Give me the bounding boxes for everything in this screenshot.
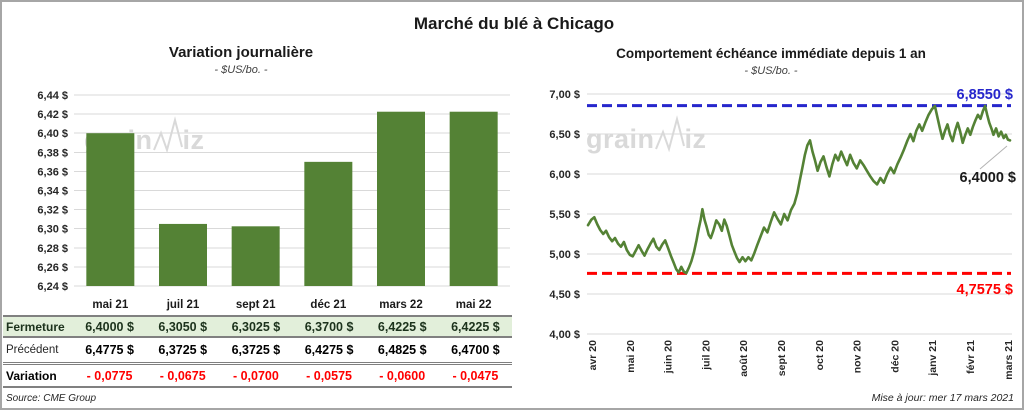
x-tick-label: avr 20 [587, 340, 599, 371]
table-cell: 6,4775 $ [85, 343, 134, 357]
y-tick-label: 7,00 $ [549, 89, 580, 101]
y-tick-label: 4,50 $ [549, 289, 580, 301]
price-line-series [586, 104, 1012, 275]
y-tick-label: 6,30 $ [37, 224, 68, 236]
y-tick-label: 6,26 $ [37, 262, 68, 274]
update-note: Mise à jour: mer 17 mars 2021 [871, 392, 1014, 404]
x-tick-label: févr 21 [965, 340, 977, 374]
line-chart-y-axis: 7,00 $ 6,50 $ 6,00 $ 5,50 $ 5,00 $ 4,50 $ 4,00… [549, 89, 580, 341]
table-row-ferm: Fermeture 6,4000 $ 6,3050 $ 6,3025 $ 6,3700 … [3, 315, 512, 338]
table-cell: 6,4225 $ [377, 319, 427, 334]
bar-chart-y-axis: 6,44 $ 6,42 $ 6,40 $ 6,38 $ 6,36 $ 6,34 $ 6,32… [37, 90, 68, 293]
x-tick-label: nov 20 [852, 340, 864, 373]
last-value-label: 6,4000 $ [960, 170, 1016, 186]
grainwiz-watermark: grain iz [586, 115, 707, 153]
bar [86, 133, 135, 286]
bar-chart-title: Variation journalière [168, 44, 314, 61]
row-label: Précédent [6, 344, 59, 356]
bar [449, 111, 498, 287]
y-tick-label: 6,40 $ [37, 128, 68, 140]
category-label: juil 21 [166, 299, 200, 311]
table-cell: 6,4275 $ [304, 343, 354, 357]
x-tick-label: sept 20 [776, 340, 788, 376]
bar-chart-gridlines [74, 94, 510, 287]
x-tick-label: oct 20 [814, 340, 826, 371]
table-row-var: Variation - 0,0775 - 0,0675 - 0,0700 - 0,057… [3, 365, 512, 388]
table-row-prec: Précédent 6,4775 $ 6,3725 $ 6,3725 $ 6,4275 … [3, 338, 512, 365]
line-chart-gridlines [587, 93, 1012, 335]
x-tick-label: déc 20 [889, 340, 901, 373]
category-label: déc 21 [310, 299, 346, 311]
x-tick-label: janv 21 [927, 340, 939, 377]
bar [231, 226, 280, 286]
futures-table: Fermeture 6,4000 $ 6,3050 $ 6,3025 $ 6,3700 … [3, 315, 512, 388]
table-cell: 6,4825 $ [377, 343, 427, 357]
bar-chart-bars [86, 111, 498, 287]
y-tick-label: 6,00 $ [549, 169, 580, 181]
watermark-text: grain [586, 124, 655, 154]
bar-chart-x-axis: mai 21 juil 21 sept 21 déc 21 mars 22 mai 22 [92, 299, 491, 311]
bar [304, 161, 353, 286]
y-tick-label: 6,44 $ [37, 90, 68, 102]
source-note: Source: CME Group [6, 393, 97, 404]
category-label: mai 22 [456, 299, 492, 311]
x-tick-label: mai 20 [625, 340, 637, 373]
x-tick-label: juil 20 [700, 340, 712, 371]
category-label: mai 21 [92, 299, 128, 311]
y-tick-label: 4,00 $ [549, 329, 580, 341]
y-tick-label: 6,38 $ [37, 147, 68, 159]
y-tick-label: 6,36 $ [37, 166, 68, 178]
table-cell: - 0,0700 [232, 368, 279, 383]
table-cell: - 0,0600 [379, 368, 426, 383]
y-tick-label: 5,00 $ [549, 249, 580, 261]
x-tick-label: août 20 [738, 340, 750, 377]
table-cell: 6,4000 $ [85, 319, 134, 334]
y-tick-label: 6,42 $ [37, 109, 68, 121]
high-value-label: 6,8550 $ [957, 87, 1013, 103]
table-cell: - 0,0775 [86, 368, 133, 383]
line-chart-x-axis: avr 20 mai 20 juin 20 juil 20 août 20 sept 20… [587, 340, 1015, 380]
x-tick-label: mars 21 [1003, 340, 1015, 380]
table-cell: 6,3050 $ [158, 319, 208, 334]
table-cell: 6,3725 $ [158, 343, 208, 357]
bar-chart-subtitle: - $US/bo. - [214, 64, 268, 76]
table-cell: 6,4225 $ [451, 319, 500, 334]
annotation-leader-line [979, 145, 1008, 170]
zigzag-line-icon [152, 116, 183, 154]
y-tick-label: 6,34 $ [37, 186, 68, 198]
table-cell: 6,4700 $ [451, 343, 500, 357]
x-tick-label: juin 20 [663, 340, 675, 374]
category-label: sept 21 [236, 299, 276, 311]
y-tick-label: 5,50 $ [549, 209, 580, 221]
line-chart-subtitle: - $US/bo. - [744, 65, 798, 77]
table-cell: 6,3700 $ [304, 319, 354, 334]
bar [159, 223, 207, 286]
category-label: mars 22 [379, 299, 422, 311]
table-cell: - 0,0575 [306, 368, 352, 383]
y-tick-label: 6,32 $ [37, 205, 68, 217]
row-label: Variation [6, 368, 57, 383]
table-cell: 6,3725 $ [231, 343, 281, 357]
y-tick-label: 6,28 $ [37, 243, 68, 255]
page-title: Marché du blé à Chicago [413, 14, 615, 33]
table-cell: 6,3025 $ [231, 319, 281, 334]
table-cell: - 0,0475 [452, 368, 499, 383]
low-value-label: 4,7575 $ [957, 282, 1013, 298]
watermark-text: iz [684, 124, 707, 154]
y-tick-label: 6,50 $ [549, 129, 580, 141]
table-cell: - 0,0675 [159, 368, 206, 383]
row-label: Fermeture [6, 319, 65, 334]
y-tick-label: 6,24 $ [37, 281, 68, 293]
line-chart-title: Comportement échéance immédiate depuis 1… [616, 46, 926, 61]
bar [377, 111, 425, 287]
zigzag-line-icon [654, 115, 685, 153]
